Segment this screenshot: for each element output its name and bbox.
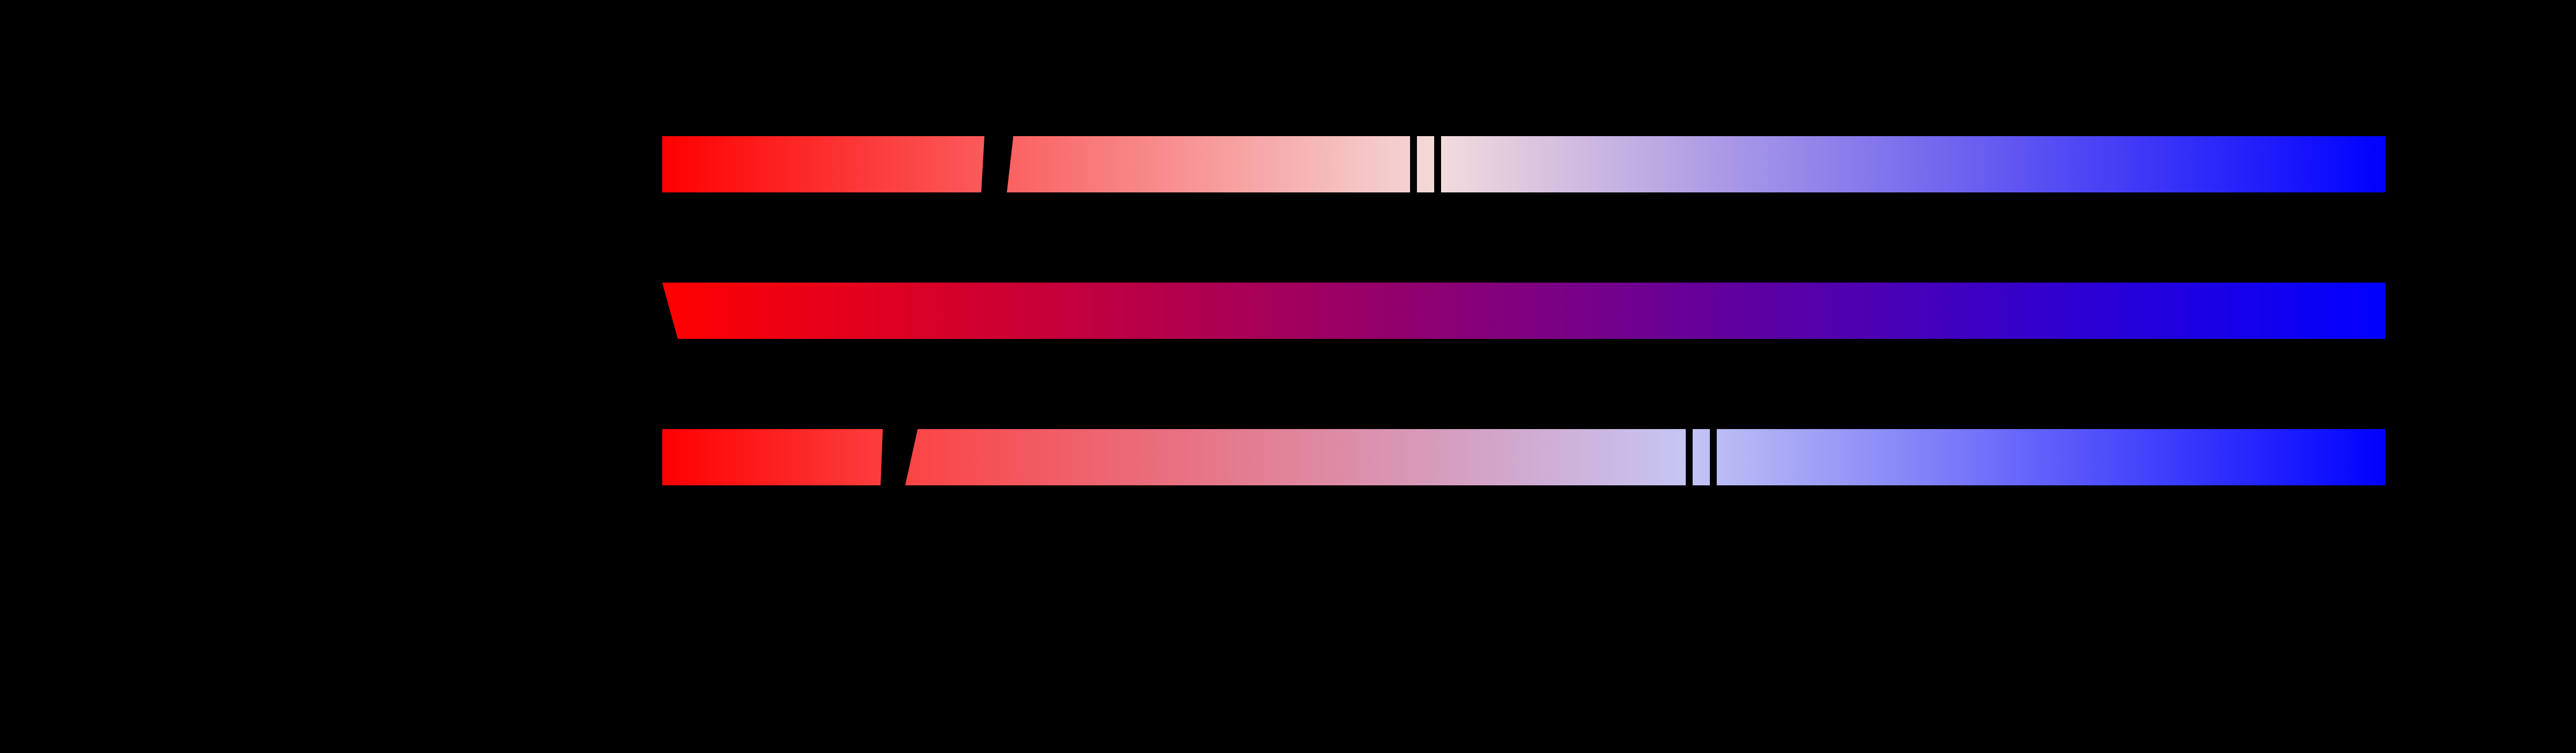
colorbar-segment bbox=[1693, 429, 1710, 485]
colorbar-segment bbox=[1007, 136, 1410, 192]
colorbar-row-3 bbox=[0, 429, 2385, 485]
colorbar-segment bbox=[662, 429, 883, 485]
colorbar-segment bbox=[1417, 136, 1434, 192]
colorbar-segment bbox=[662, 136, 984, 192]
colorbar-segment bbox=[1717, 429, 2385, 485]
colorbar-segment bbox=[905, 429, 1686, 485]
colorbar-segment bbox=[662, 283, 2385, 339]
colorbar-row-1 bbox=[0, 136, 2385, 192]
colorbar-row-2 bbox=[0, 283, 2385, 339]
colorbar-segment bbox=[1441, 136, 2385, 192]
